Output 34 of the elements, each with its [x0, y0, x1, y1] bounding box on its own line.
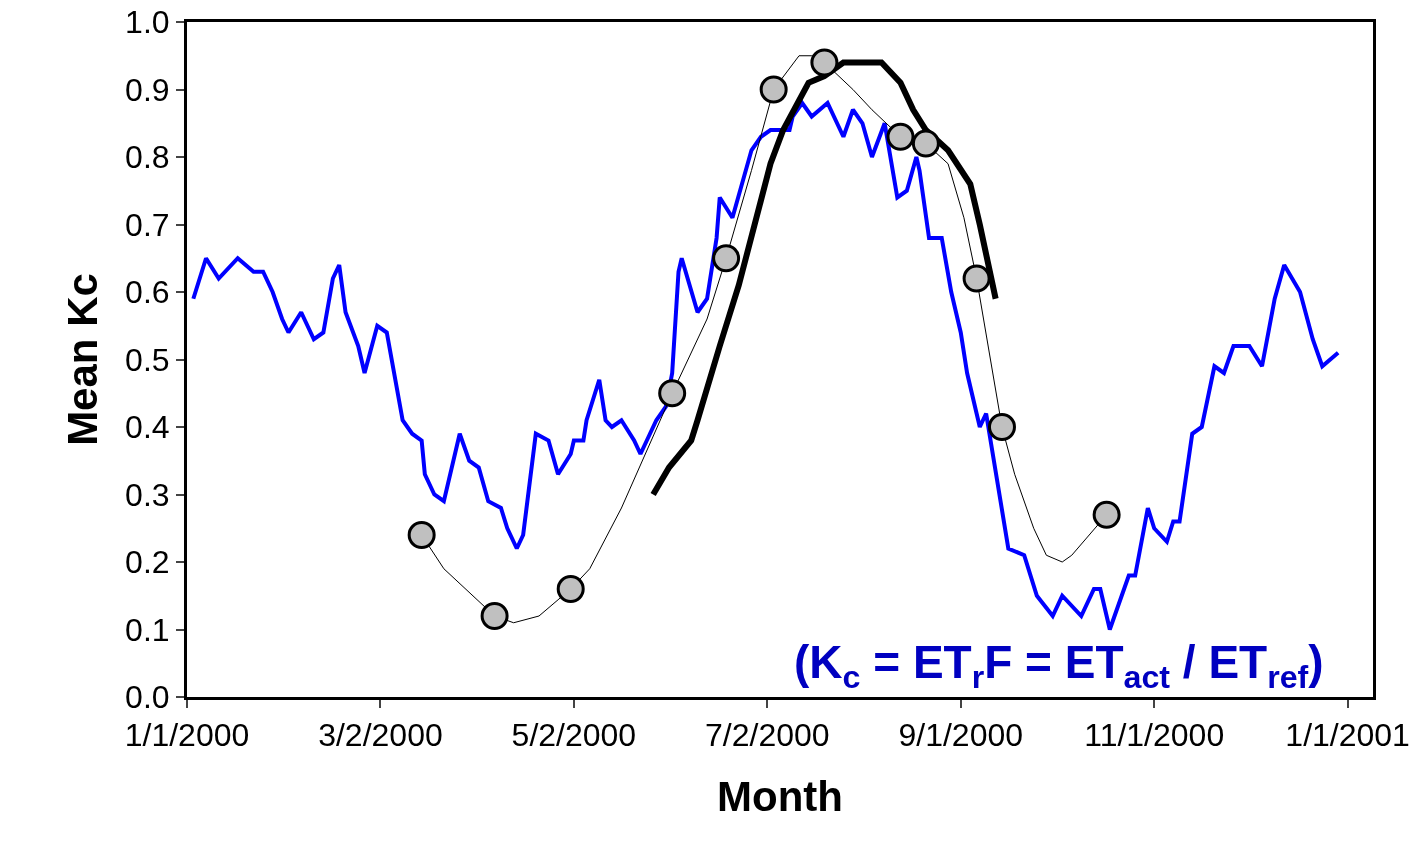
y-tick-label: 0.3 — [125, 476, 170, 513]
x-tick-label: 1/1/2001 — [1285, 717, 1410, 754]
x-tick-label: 7/2/2000 — [705, 717, 830, 754]
text: (K$_{c}$ = ET$_{r}$F = ET$_{act}$ / ET$_{ref}$) — [794, 636, 1324, 695]
y-tick-label: 0.9 — [125, 71, 170, 108]
y-tick-label: 0.5 — [125, 341, 170, 378]
point — [886, 122, 915, 151]
x-axis-title: Month — [717, 773, 843, 821]
y-tick-label: 0.1 — [125, 611, 170, 648]
point — [962, 264, 991, 293]
point — [556, 575, 585, 603]
x-tick-label: 3/2/2000 — [318, 717, 443, 754]
point — [759, 75, 788, 104]
x-tick-label: 9/1/2000 — [898, 717, 1024, 754]
x-tick-label: 11/1/2000 — [1084, 717, 1225, 754]
point — [480, 602, 509, 630]
y-tick-label: 0.7 — [125, 206, 170, 243]
y-tick-label: 0.6 — [125, 274, 170, 311]
x-tick-label: 1/1/2000 — [124, 717, 250, 754]
y-tick-label: 0.8 — [125, 139, 170, 176]
y-tick-label: 0.0 — [125, 679, 170, 716]
x-tick-label: 5/2/2000 — [511, 717, 637, 754]
line-series — [191, 101, 1341, 632]
point — [407, 521, 436, 549]
y-axis-title: Mean Kc — [58, 273, 106, 446]
y-tick-label: 0.4 — [125, 409, 170, 446]
point — [658, 379, 687, 408]
y-tick-label: 0.2 — [125, 544, 170, 581]
point — [987, 413, 1016, 441]
y-tick-label: 1.0 — [125, 4, 170, 41]
point — [810, 48, 839, 77]
point — [911, 129, 940, 158]
point — [712, 244, 741, 273]
point — [1092, 500, 1121, 529]
